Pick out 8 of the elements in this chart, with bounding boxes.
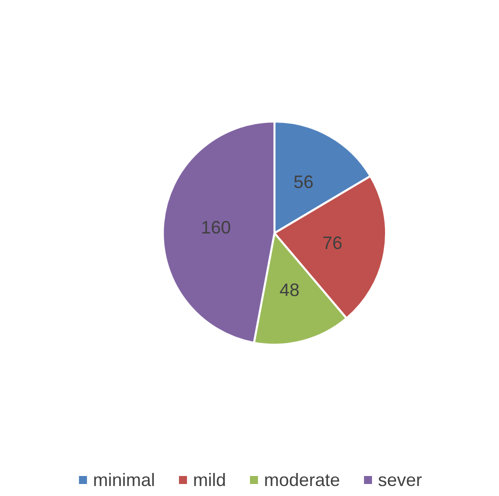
data-label: 56 bbox=[294, 172, 314, 192]
legend-label: minimal bbox=[92, 470, 155, 490]
data-label: 160 bbox=[200, 218, 231, 238]
legend-label: mild bbox=[192, 470, 226, 490]
legend-label: sever bbox=[378, 470, 422, 490]
data-label: 76 bbox=[322, 232, 342, 253]
data-label: 48 bbox=[279, 280, 300, 300]
legend-label: moderate bbox=[264, 470, 340, 490]
